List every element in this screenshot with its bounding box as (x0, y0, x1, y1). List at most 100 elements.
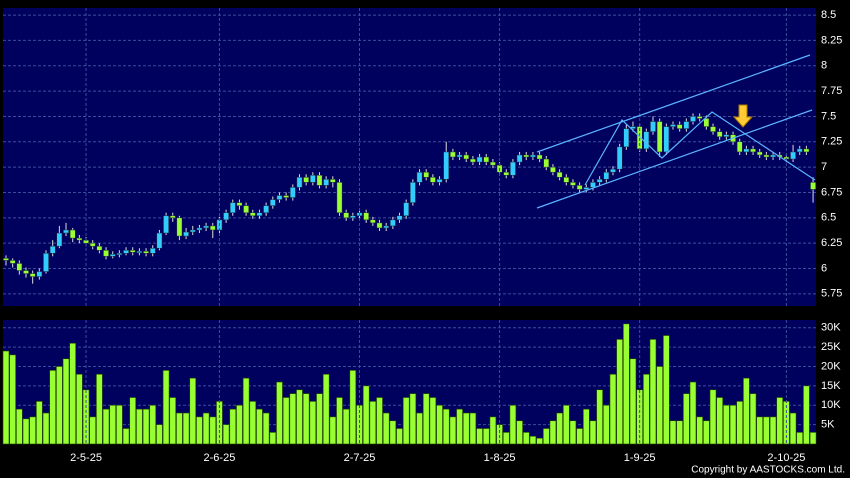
y-tick-label: 7.25 (821, 136, 842, 148)
volume-bar (536, 437, 543, 445)
volume-bar (476, 428, 483, 445)
candle-body (136, 251, 143, 254)
volume-bar (529, 435, 537, 445)
volume-bar (76, 373, 83, 445)
candle-body (670, 124, 676, 127)
volume-bar (302, 393, 310, 445)
volume-bar (556, 412, 563, 445)
candle-body (663, 126, 670, 153)
volume-bar (16, 408, 23, 445)
volume-bar (429, 397, 437, 445)
volume-bar (602, 404, 610, 445)
volume-bar (62, 358, 70, 445)
volume-bar (122, 428, 130, 445)
volume-bar (9, 354, 16, 445)
volume-bar (322, 373, 330, 445)
volume-bar (282, 397, 290, 445)
candle-body (463, 154, 470, 160)
volume-bar (796, 432, 804, 445)
x-tick-label: 2-5-25 (70, 452, 102, 464)
candle-body (396, 215, 403, 221)
volume-bar (376, 397, 383, 445)
candle-body (176, 217, 183, 237)
candle-body (316, 174, 323, 186)
volume-bar (56, 366, 63, 445)
volume-bar (502, 432, 510, 445)
volume-bar (422, 393, 430, 445)
candle-body (129, 250, 136, 253)
candle-body (450, 151, 456, 158)
volume-bar (236, 404, 243, 445)
candle-body (169, 215, 176, 219)
volume-bar (396, 428, 403, 445)
candle-body (223, 212, 229, 221)
candle-body (790, 151, 796, 160)
volume-bar (109, 404, 117, 445)
candle-body (243, 205, 249, 213)
candle-body (556, 171, 563, 178)
candle-body (410, 182, 416, 203)
candle-body (329, 179, 336, 183)
volume-bar (522, 432, 530, 445)
candle-body (723, 134, 730, 137)
candle-body (63, 229, 69, 234)
volume-bar (296, 389, 303, 445)
candle-body (703, 118, 710, 127)
candle-body (690, 116, 696, 122)
volume-bar (209, 416, 217, 445)
volume-bar (389, 420, 397, 445)
volume-bar (2, 350, 10, 445)
candle-body (116, 253, 123, 256)
volume-bar (509, 404, 517, 445)
y-tick-label: 8 (821, 60, 827, 72)
volume-bar (289, 393, 297, 445)
candle-body (69, 229, 76, 239)
volume-bar (609, 373, 617, 445)
volume-bar (436, 404, 443, 445)
volume-bar (276, 381, 283, 445)
candle-body (209, 225, 216, 231)
volume-bar (469, 412, 477, 445)
volume-bar (683, 393, 690, 445)
candle-body (590, 182, 596, 188)
volume-bar (729, 404, 737, 445)
volume-bar (482, 428, 490, 445)
volume-bar (689, 381, 697, 445)
volume-bar (196, 416, 203, 445)
volume-bar (442, 408, 450, 445)
volume-bar (129, 397, 137, 445)
candle-body (650, 121, 656, 132)
candle-body (750, 148, 756, 153)
volume-bar (222, 424, 230, 445)
candle-body (149, 247, 156, 254)
x-tick-label: 1-8-25 (484, 452, 516, 464)
candle-body (796, 148, 803, 153)
candle-body (770, 154, 776, 158)
volume-bar (809, 432, 817, 445)
candle-body (123, 250, 129, 254)
candle-body (536, 154, 543, 160)
candle-body (416, 171, 423, 183)
y-tick-label: 7.5 (821, 110, 836, 122)
volume-bar (716, 397, 723, 445)
volume-bar (329, 416, 337, 445)
volume-bar (629, 358, 637, 445)
price-panel (3, 8, 816, 306)
volume-bar (316, 393, 323, 445)
volume-bar (696, 416, 703, 445)
volume-bar (189, 377, 197, 445)
candle-body (76, 237, 83, 241)
volume-bar (743, 377, 750, 445)
volume-bar (242, 377, 250, 445)
candle-body (596, 179, 603, 183)
volume-bar (489, 416, 497, 445)
candle-body (476, 156, 483, 163)
arrow (732, 104, 754, 128)
volume-bar (36, 401, 43, 445)
volume-bar (703, 420, 710, 445)
candle-body (763, 154, 770, 158)
volume-bar (29, 416, 36, 445)
candle-body (183, 231, 189, 237)
volume-bar (769, 416, 777, 445)
